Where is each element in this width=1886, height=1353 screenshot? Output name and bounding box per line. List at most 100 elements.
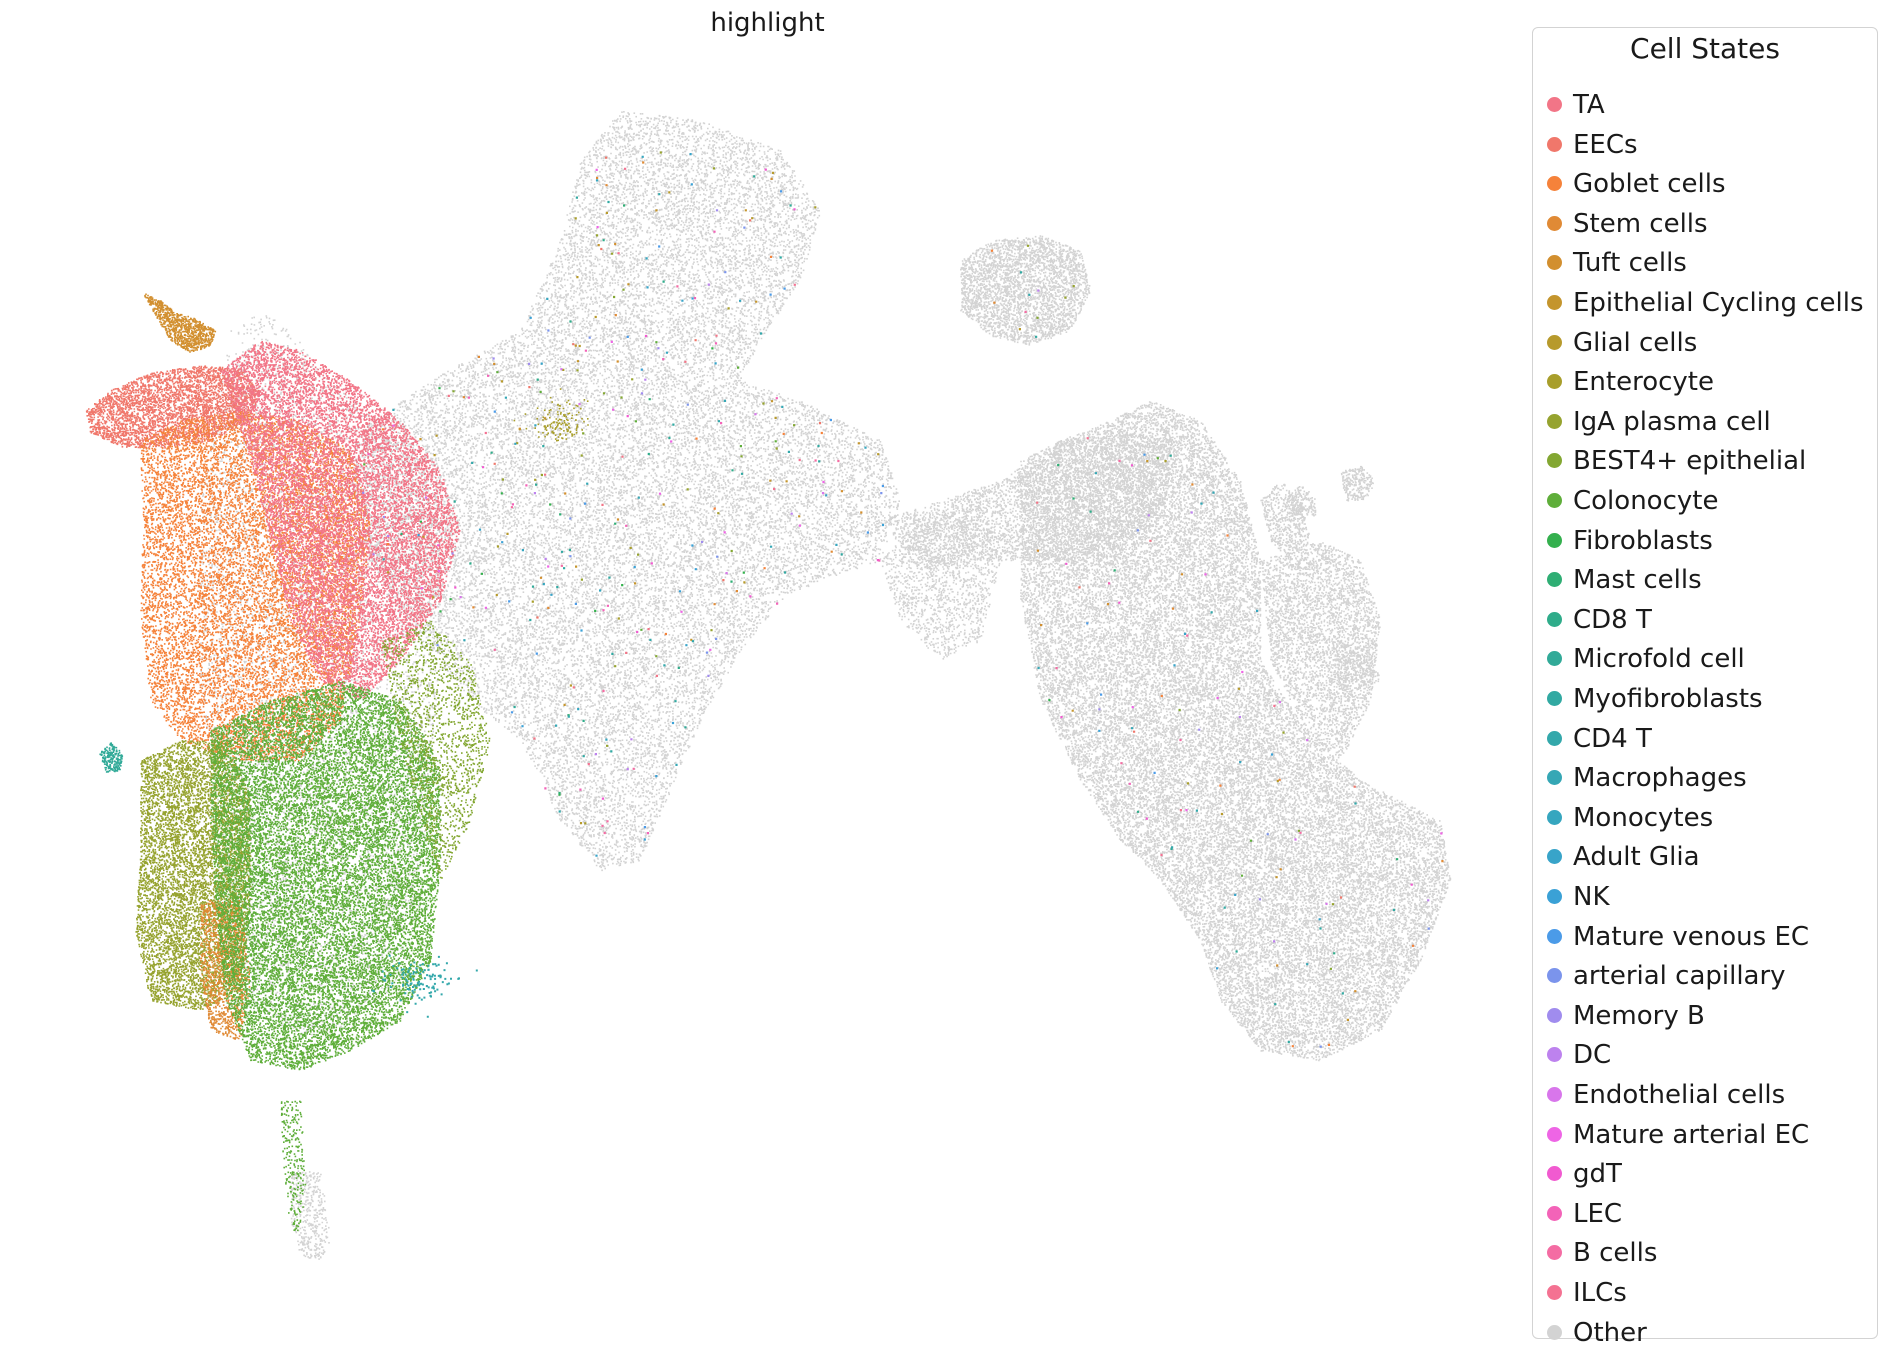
scattered-cell-points [1036, 316, 1039, 319]
legend-marker-icon [1547, 453, 1562, 469]
other-cluster-points [1260, 483, 1310, 561]
other-cluster-points [1282, 486, 1317, 520]
legend-label: Stem cells [1573, 208, 1708, 239]
legend-marker-icon [1547, 611, 1562, 627]
legend-marker-icon [1547, 651, 1562, 667]
series-highlight-points [85, 151, 1444, 1232]
legend-item: Monocytes [1533, 799, 1877, 838]
legend-marker-icon [1547, 1007, 1562, 1023]
legend-item: DC [1533, 1036, 1877, 1075]
legend-label: Mature arterial EC [1573, 1119, 1810, 1150]
scattered-cell-points [1028, 293, 1031, 296]
legend-item: Glial cells [1533, 324, 1877, 363]
legend-label: EECs [1573, 129, 1638, 160]
scattered-cell-points [437, 168, 879, 800]
eecs-points [85, 365, 262, 449]
legend-item: arterial capillary [1533, 957, 1877, 996]
legend-item: BEST4+ epithelial [1533, 442, 1877, 481]
legend-item: Mature arterial EC [1533, 1116, 1877, 1155]
legend-label: NK [1573, 882, 1610, 912]
legend-item: CD8 T [1533, 601, 1877, 640]
scattered-cell-points [993, 301, 996, 304]
legend-label: CD4 T [1573, 723, 1652, 754]
other-cluster-points [960, 235, 1091, 346]
legend-marker-icon [1547, 255, 1562, 271]
legend-marker-icon [1547, 889, 1562, 904]
legend-item: Other [1533, 1314, 1877, 1353]
legend-marker-icon [1547, 1087, 1562, 1102]
legend-label: arterial capillary [1573, 961, 1786, 992]
legend-item: IgA plasma cell [1533, 403, 1877, 442]
scattered-cell-points [1048, 699, 1051, 702]
legend-label: Myofibroblasts [1573, 684, 1763, 714]
legend-label: Fibroblasts [1573, 525, 1713, 556]
legend-item: CD4 T [1533, 720, 1877, 759]
legend-label: Mature venous EC [1573, 921, 1810, 952]
legend-item: Endothelial cells [1533, 1076, 1877, 1115]
scattered-cell-points [386, 171, 880, 825]
scattered-cell-points [1024, 310, 1027, 313]
legend-marker-icon [1547, 136, 1562, 152]
legend-item: Microfold cell [1533, 640, 1877, 679]
other-cluster-points [881, 500, 1001, 660]
microfold-cell-points [99, 742, 124, 773]
legend-label: Glial cells [1573, 327, 1698, 358]
legend-label: IgA plasma cell [1573, 406, 1771, 437]
legend-marker-icon [1547, 1166, 1562, 1182]
legend-label: CD8 T [1573, 604, 1652, 635]
legend: Cell States TA EECs Goblet cells Stem cells… [1532, 27, 1878, 1348]
legend-item: Mature venous EC [1533, 918, 1877, 957]
legend-marker-icon [1547, 849, 1562, 865]
legend-marker-icon [1547, 730, 1562, 746]
scattered-cell-points [453, 175, 792, 729]
legend-label: Monocytes [1573, 802, 1714, 833]
other-cluster-points [1331, 641, 1380, 701]
legend-item: Stem cells [1533, 205, 1877, 244]
legend-marker-icon [1547, 928, 1562, 944]
legend-marker-icon [1547, 770, 1562, 786]
scattered-cell-points [1018, 328, 1021, 331]
legend-marker-icon [1547, 334, 1562, 350]
umap-scatter-plot [85, 111, 1452, 1260]
legend-label: gdT [1573, 1159, 1622, 1190]
legend-marker-icon [1547, 532, 1562, 548]
ta-points [220, 341, 461, 699]
legend-item: Enterocyte [1533, 363, 1877, 402]
legend-marker-icon [1547, 374, 1562, 390]
colonocyte-tail-points [280, 1100, 307, 1232]
legend-item: Macrophages [1533, 759, 1877, 798]
legend-label: Colonocyte [1573, 486, 1719, 516]
legend-label: Mast cells [1573, 565, 1702, 596]
legend-marker-icon [1547, 1245, 1562, 1261]
other-cluster-points [1020, 401, 1452, 1062]
best4-epithelial-points [381, 620, 491, 879]
legend-label: Epithelial Cycling cells [1573, 288, 1864, 318]
legend-label: DC [1573, 1040, 1612, 1071]
legend-item: ILCs [1533, 1274, 1877, 1313]
legend-marker-icon [1547, 97, 1562, 112]
legend-item: Mast cells [1533, 561, 1877, 600]
legend-item: Tuft cells [1533, 244, 1877, 283]
legend-marker-icon [1547, 691, 1562, 706]
legend-label: Tuft cells [1573, 248, 1687, 279]
other-cluster-points [290, 1170, 330, 1260]
legend-marker-icon [1547, 493, 1562, 508]
other-cluster-points [1260, 542, 1381, 759]
legend-marker-icon [1547, 1324, 1562, 1340]
legend-marker-icon [1547, 968, 1562, 984]
legend-item: Memory B [1533, 997, 1877, 1036]
enterocyte-points [513, 388, 589, 442]
legend-marker-icon [1547, 215, 1562, 231]
legend-label: B cells [1573, 1238, 1658, 1269]
other-cluster-points [1340, 465, 1374, 502]
legend-label: Enterocyte [1573, 367, 1714, 398]
chart-title: highlight [710, 8, 825, 38]
legend-label: Macrophages [1573, 763, 1747, 794]
legend-item: EECs [1533, 126, 1877, 165]
legend-marker-icon [1547, 572, 1562, 588]
scattered-cell-points [990, 249, 994, 252]
colonocyte-points [210, 681, 442, 1071]
legend-label: Microfold cell [1573, 644, 1745, 675]
legend-item: TA [1533, 86, 1877, 125]
